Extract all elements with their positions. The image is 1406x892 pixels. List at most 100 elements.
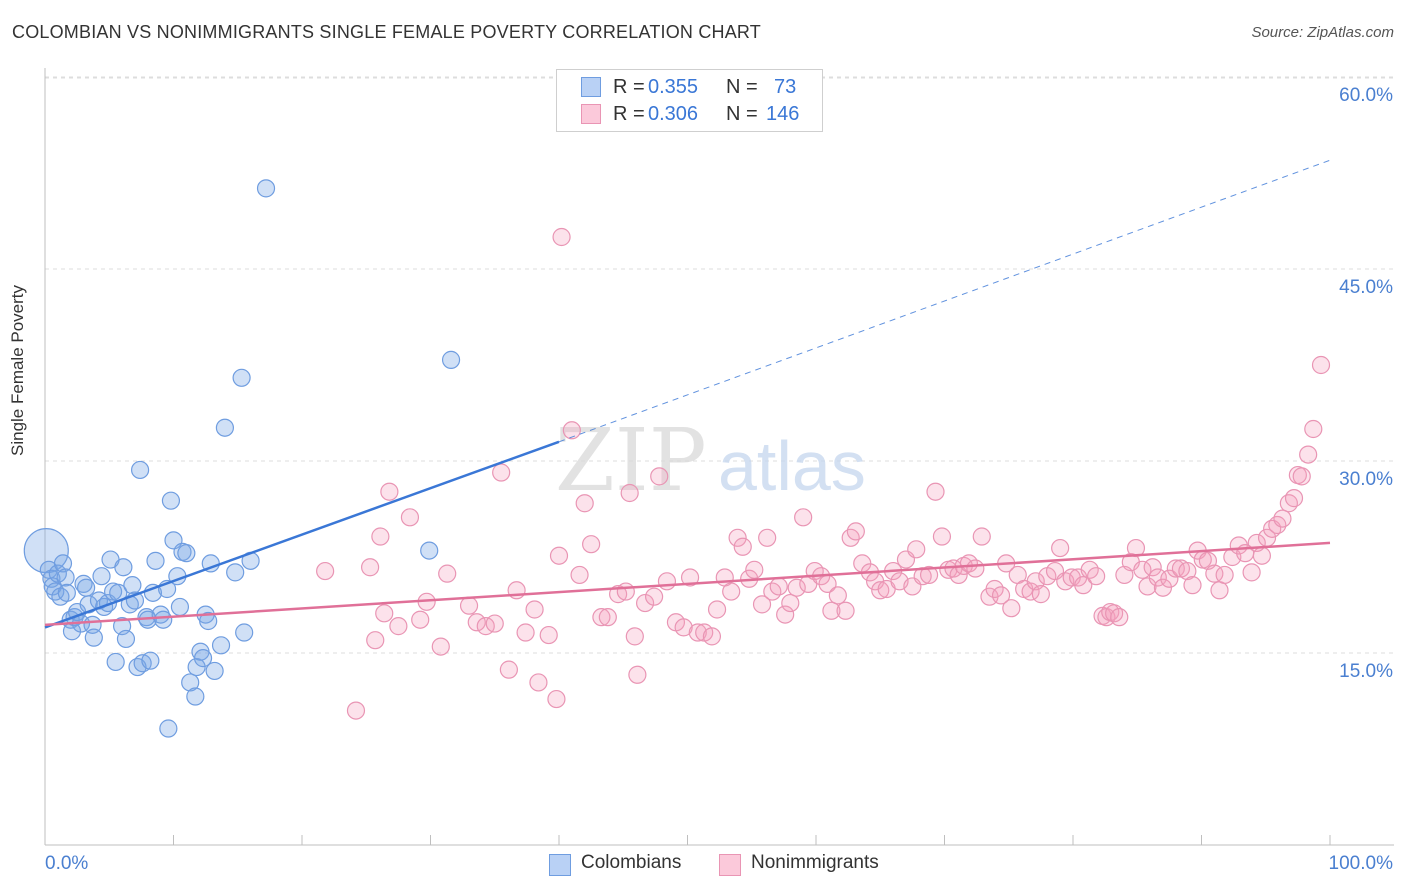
nonimmigrants-point [525,600,544,619]
nonimmigrants-point [316,561,335,581]
nonimmigrants-point [926,482,945,501]
nonimmigrants-point [1178,561,1197,581]
nonimmigrants-point [787,578,806,597]
nonimmigrants-point [499,660,518,679]
watermark-atlas: atlas [718,427,866,505]
nonimmigrants-point [346,701,366,720]
x-tick-label-max: 100.0% [1329,853,1394,874]
legend-swatch-blue [581,77,601,97]
nonimmigrants-point [562,421,581,440]
watermark: ZIP atlas [555,411,866,511]
colombians-point [57,583,76,602]
nonimmigrants-point [467,613,486,632]
colombians-point [46,582,65,601]
colombians-trend-line [44,440,560,629]
nonimmigrants-point [1242,563,1261,582]
nonimmigrants-point [625,627,644,646]
nonimmigrants-point [1148,568,1167,587]
colombians-point [92,567,111,586]
colombians-point [181,673,200,692]
nonimmigrants-point [972,527,991,546]
colombians-point [199,611,218,631]
nonimmigrants-trend-line [44,541,1331,627]
colombians-point [154,610,173,629]
colombians-point [177,544,196,563]
colombians-point [146,551,165,570]
legend-n-label: N = [726,103,758,125]
correlation-legend: R = 0.355 N = 73 R = 0.306 N = 146 [556,69,823,132]
colombians-point [159,719,178,738]
nonimmigrants-point [1183,576,1202,595]
colombians-point [420,541,439,560]
bottom-legend-label: Colombians [581,852,682,873]
nonimmigrants-point [932,527,952,546]
y-tick-label: 30.0% [1339,469,1393,490]
nonimmigrants-point [1210,581,1229,600]
nonimmigrants-point [1166,559,1185,578]
nonimmigrants-point [361,558,380,577]
nonimmigrants-point [620,483,639,503]
nonimmigrants-point [702,627,722,646]
nonimmigrants-point [657,572,677,591]
colombians-point [143,583,163,602]
nonimmigrants-point [966,559,985,578]
nonimmigrants-point [1160,569,1179,588]
nonimmigrants-point [1087,567,1106,586]
nonimmigrants-point [539,625,558,645]
nonimmigrants-series [316,227,1331,720]
nonimmigrants-point [644,587,664,606]
trend-lines [44,159,1331,629]
nonimmigrants-point [1299,445,1318,464]
nonimmigrants-point [781,593,800,613]
colombians-point [84,628,103,647]
nonimmigrants-point [846,522,865,541]
nonimmigrants-point [733,537,752,556]
nonimmigrants-point [400,508,420,527]
bottom-legend-swatch-pink [719,854,741,876]
colombians-point [130,460,150,480]
legend-n-label: N = [726,76,758,98]
colombians-point [161,491,181,510]
axis-layer [44,68,1394,846]
colombians-point [211,636,231,655]
nonimmigrants-point [1138,577,1157,596]
legend-n-value: 73 [774,76,797,98]
nonimmigrants-point [628,665,647,684]
y-tick-label: 15.0% [1339,661,1393,682]
nonimmigrants-point [375,604,394,623]
nonimmigrants-point [728,528,747,547]
nonimmigrants-point [1273,509,1292,528]
nonimmigrants-point [1304,419,1323,439]
nonimmigrants-point [836,601,855,620]
nonimmigrants-point [1110,608,1129,627]
legend-n-value: 146 [766,103,800,125]
colombians-point [215,418,234,437]
colombians-point [193,649,213,668]
nonimmigrants-point [907,540,926,559]
nonimmigrants-point [828,586,847,605]
nonimmigrants-point [871,581,890,600]
nonimmigrants-point [776,605,795,624]
nonimmigrants-point [459,596,479,615]
nonimmigrants-point [794,508,813,527]
nonimmigrants-point [485,614,504,633]
colombians-point [235,623,254,642]
nonimmigrants-point [598,608,617,627]
colombians-series [23,179,461,738]
nonimmigrants-point [1279,494,1298,513]
nonimmigrants-point [438,564,457,583]
nonimmigrants-point [707,600,727,619]
x-tick-label-min: 0.0% [45,853,88,874]
colombians-point [226,563,245,582]
bottom-legend-swatch-blue [549,854,571,876]
nonimmigrants-point [688,623,707,642]
nonimmigrants-point [1002,599,1021,618]
nonimmigrants-point [516,623,535,642]
nonimmigrants-point [635,593,655,613]
nonimmigrants-point [1292,467,1311,486]
nonimmigrants-point [722,582,741,601]
nonimmigrants-point [371,527,390,546]
colombians-trend-extension [558,159,1331,443]
nonimmigrants-point [552,227,571,247]
